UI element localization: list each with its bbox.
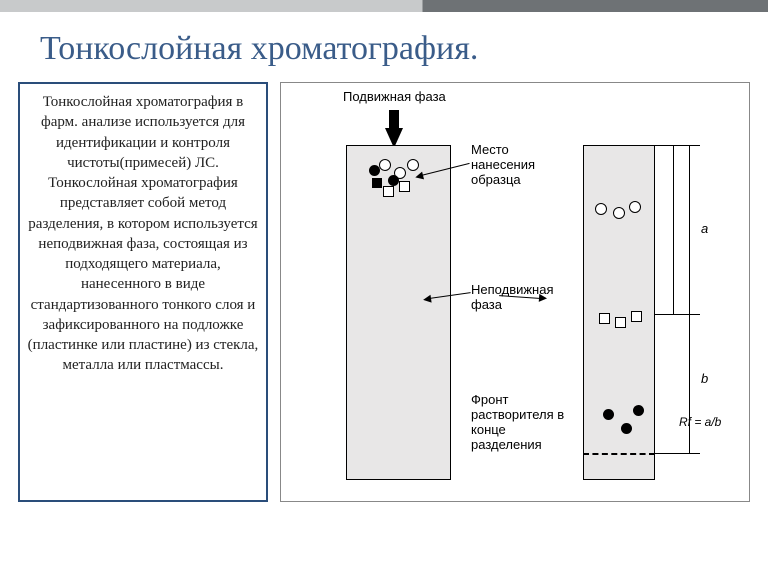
marker-sq-o <box>383 186 394 197</box>
marker-circ-f <box>621 423 632 434</box>
label-sample-spot: Место нанесения образца <box>471 143 571 188</box>
slide-top-bar <box>0 0 768 12</box>
marker-circ-f <box>603 409 614 420</box>
dim-mid-tick <box>655 314 700 315</box>
marker-sq-o <box>599 313 610 324</box>
dim-top-tick <box>655 145 700 146</box>
marker-circ-o <box>629 201 641 213</box>
marker-circ-o <box>407 159 419 171</box>
marker-circ-o <box>613 207 625 219</box>
label-formula: Rf = a/b <box>679 415 721 429</box>
left-plate <box>346 145 451 480</box>
marker-circ-o <box>595 203 607 215</box>
marker-sq-o <box>399 181 410 192</box>
dim-a-line <box>673 145 674 314</box>
label-dim-b: b <box>701 371 708 386</box>
label-mobile-phase: Подвижная фаза <box>343 89 446 104</box>
marker-circ-o <box>379 159 391 171</box>
marker-sq-o <box>631 311 642 322</box>
marker-sq-o <box>615 317 626 328</box>
dim-b-line <box>689 145 690 453</box>
label-dim-a: a <box>701 221 708 236</box>
content-row: Тонкослойная хроматография в фарм. анали… <box>0 82 768 502</box>
marker-circ-f <box>633 405 644 416</box>
marker-sq-f <box>372 178 382 188</box>
start-line <box>583 453 655 455</box>
right-plate <box>583 145 655 480</box>
label-stationary-phase: Неподвижная фаза <box>471 283 571 313</box>
tlc-diagram: Подвижная фаза Место нанесения образца Н… <box>280 82 750 502</box>
marker-circ-f <box>388 175 399 186</box>
label-solvent-front: Фронт растворителя в конце разделения <box>471 393 571 453</box>
dim-bot-tick <box>655 453 700 454</box>
slide-title: Тонкослойная хроматография. <box>0 12 768 82</box>
description-box: Тонкослойная хроматография в фарм. анали… <box>18 82 268 502</box>
